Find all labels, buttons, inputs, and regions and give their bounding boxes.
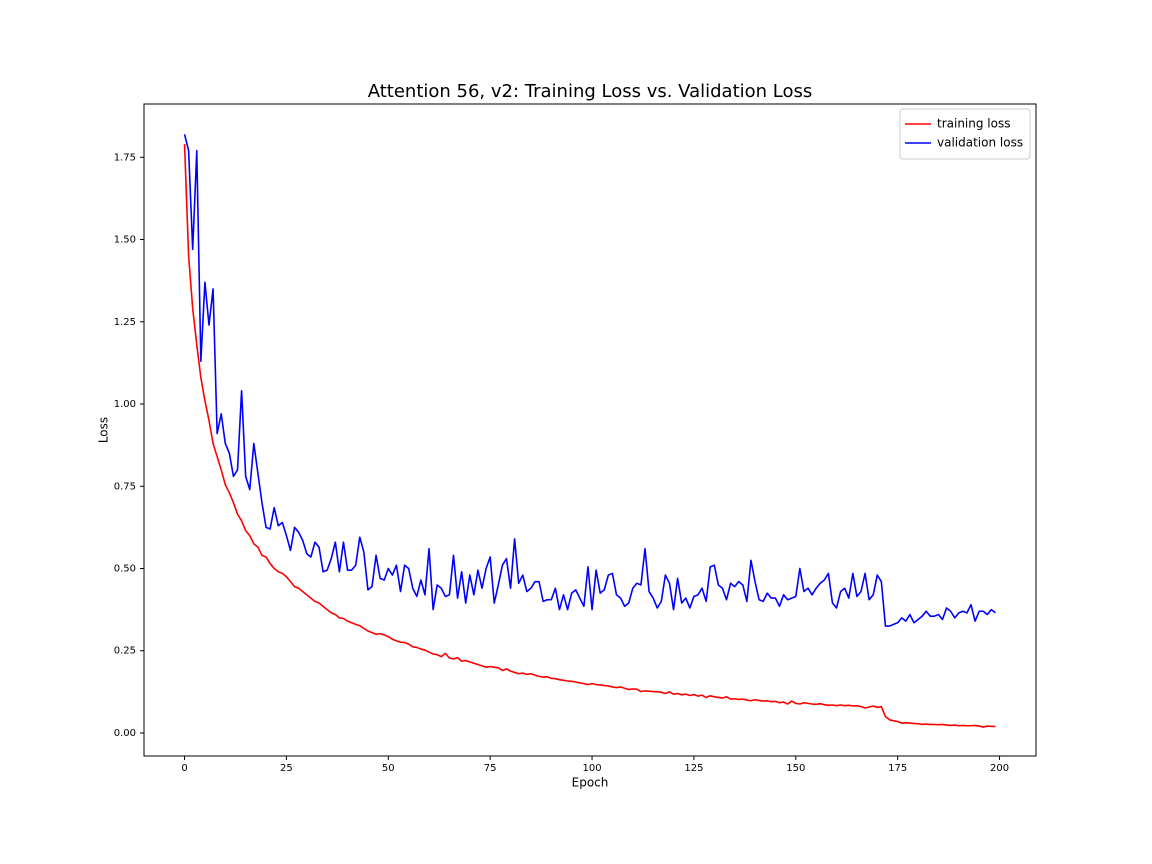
x-tick-label: 50 — [382, 763, 395, 774]
x-tick-label: 100 — [582, 763, 601, 774]
y-tick-label: 0.75 — [114, 481, 136, 492]
chart-title: Attention 56, v2: Training Loss vs. Vali… — [368, 81, 813, 102]
x-tick-label: 0 — [181, 763, 187, 774]
x-tick-label: 125 — [684, 763, 703, 774]
y-tick-label: 0.50 — [114, 563, 136, 574]
series-line — [183, 134, 996, 627]
plot-frame — [143, 103, 1037, 757]
y-tick-label: 1.50 — [114, 235, 136, 246]
x-axis-label: Epoch — [572, 776, 609, 790]
x-tick-label: 75 — [484, 763, 497, 774]
y-tick-label: 1.25 — [114, 317, 136, 328]
y-tick-label: 1.75 — [114, 152, 136, 163]
legend-label: validation loss — [937, 136, 1023, 150]
y-tick-label: 0.00 — [114, 728, 136, 739]
x-tick-label: 200 — [990, 763, 1009, 774]
legend-label: training loss — [937, 117, 1010, 131]
y-tick-label: 0.25 — [114, 646, 136, 657]
y-tick-label: 1.00 — [114, 399, 136, 410]
x-tick-label: 25 — [280, 763, 293, 774]
series-line — [183, 144, 996, 728]
x-tick-label: 150 — [786, 763, 805, 774]
legend-box — [899, 108, 1031, 160]
x-tick-label: 175 — [888, 763, 907, 774]
y-axis-label: Loss — [97, 417, 111, 443]
